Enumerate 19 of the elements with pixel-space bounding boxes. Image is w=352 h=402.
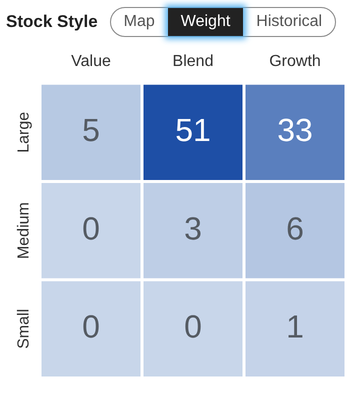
toggle-button[interactable]: Map — [110, 8, 168, 36]
data-label: 3 — [184, 210, 202, 246]
data-label: 0 — [184, 308, 202, 345]
data-label: 33 — [277, 112, 313, 148]
chart-title: Stock Style — [6, 12, 98, 32]
data-label: 6 — [286, 210, 304, 246]
data-label: 5 — [82, 112, 100, 148]
y-tick-label: Medium — [15, 202, 32, 260]
y-tick-label: Large — [15, 112, 32, 153]
data-label: 0 — [82, 308, 100, 345]
data-label: 0 — [82, 210, 100, 246]
x-tick-label: Blend — [172, 53, 214, 70]
y-tick-label: Small — [15, 308, 32, 349]
data-label: 1 — [286, 308, 304, 345]
x-tick-label: Value — [71, 53, 111, 70]
x-tick-label: Growth — [269, 53, 321, 70]
data-label: 51 — [175, 112, 211, 148]
selected-toggle-button[interactable]: Weight — [168, 8, 244, 36]
toggle-button[interactable]: Historical — [243, 8, 336, 36]
